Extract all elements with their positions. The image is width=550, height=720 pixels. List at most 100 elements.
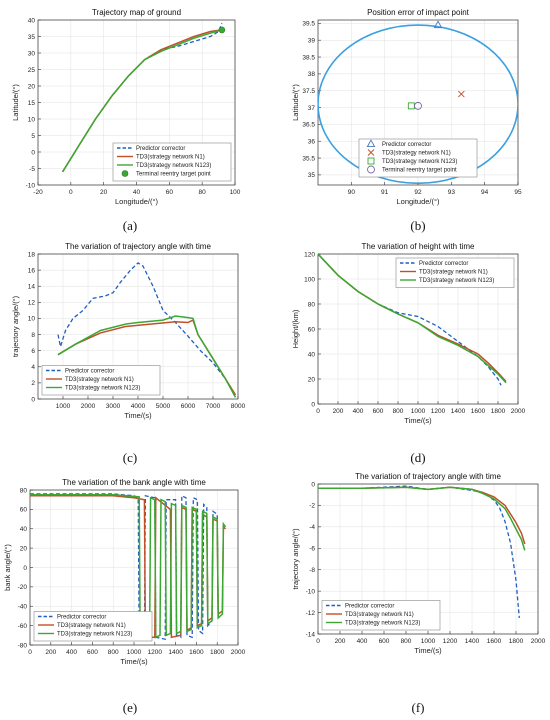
y-tick-label: 36.5: [302, 122, 315, 129]
y-tick-label: 20: [308, 376, 316, 383]
y-tick-label: 60: [308, 326, 316, 333]
chart-title: The variation of trajectory angle with t…: [65, 242, 211, 251]
legend-box: [112, 142, 232, 182]
legend-label-0: Predictor corrector: [136, 146, 185, 152]
x-tick-label: 600: [87, 649, 98, 656]
figure-caption: (d): [410, 450, 425, 465]
y-tick-label: -40: [18, 604, 28, 611]
x-tick-label: -20: [33, 189, 43, 196]
legend-label-3: Terminal reentry target point: [136, 172, 211, 178]
plot-area: [318, 20, 518, 185]
x-tick-label: 7000: [206, 403, 221, 410]
x-tick-label: 1000: [421, 638, 436, 645]
chart-panel-a: -20 0 20 40 60 80 100 -10 -5 0 5 10 15 20 25 30 35 40 Traj…: [11, 8, 241, 233]
legend-label-0: Predictor corrector: [345, 604, 394, 610]
x-tick-label: 8000: [231, 403, 246, 410]
x-tick-label: 1400: [465, 638, 480, 645]
legend-label-2: TD3(strategy network N123): [65, 386, 140, 392]
x-tick-label: 1200: [443, 638, 458, 645]
plot-area: [318, 485, 526, 618]
x-axis-label: Longitude/(°): [115, 197, 159, 206]
series-line-2: [318, 254, 507, 384]
plot-area: [57, 262, 237, 398]
legend: Predictor corrector TD3(strategy network …: [358, 138, 478, 178]
legend-box: [41, 365, 161, 396]
x-tick-label: 400: [66, 649, 77, 656]
legend-label-1: TD3(strategy network N1): [345, 612, 414, 618]
x-tick-label: 5000: [156, 403, 171, 410]
series-line-0: [30, 493, 221, 641]
legend-box: [358, 138, 478, 178]
y-axis-label: Latitude/(°): [291, 84, 300, 121]
data-point-1: [458, 90, 465, 98]
figure-caption: (b): [410, 218, 425, 233]
plot-area: [318, 254, 507, 386]
chart-title: The variation of the bank angle with tim…: [62, 478, 206, 487]
plot-area: [61, 23, 226, 173]
chart-panel-f: 0 200 400 600 800 1000 1200 1400 1600 1800 2000 -14…: [291, 472, 546, 715]
x-tick-label: 0: [316, 638, 320, 645]
legend-label-3: Terminal reentry target point: [382, 168, 457, 174]
y-tick-label: 38: [308, 71, 316, 78]
legend-marker-2: [367, 157, 375, 165]
legend-label-0: Predictor corrector: [419, 261, 468, 267]
x-tick-label: 95: [514, 189, 522, 196]
x-tick-label: 400: [353, 408, 364, 415]
data-point-0: [218, 26, 226, 34]
x-tick-label: 94: [481, 189, 489, 196]
x-tick-label: 2000: [511, 408, 526, 415]
y-tick-label: 14: [28, 284, 36, 291]
x-tick-label: 800: [401, 638, 412, 645]
y-tick-label: 0: [23, 565, 27, 572]
y-tick-label: -20: [18, 584, 28, 591]
x-tick-label: 91: [381, 189, 389, 196]
legend-label-0: Predictor corrector: [382, 142, 431, 148]
x-tick-label: 400: [357, 638, 368, 645]
legend-label-0: Predictor corrector: [57, 615, 106, 621]
y-tick-label: 16: [28, 267, 36, 274]
legend-box: [395, 257, 515, 288]
y-tick-label: 120: [304, 251, 315, 258]
legend-marker-0: [366, 139, 376, 148]
x-tick-label: 40: [133, 189, 141, 196]
y-tick-label: 0: [31, 396, 35, 403]
y-tick-label: 20: [28, 83, 36, 90]
y-tick-label: 18: [28, 251, 36, 258]
y-tick-label: -10: [306, 588, 316, 595]
x-tick-label: 1600: [487, 638, 502, 645]
legend-label-2: TD3(strategy network N123): [136, 163, 211, 169]
legend-label-2: TD3(strategy network N123): [57, 632, 132, 638]
legend-marker-3: [121, 170, 129, 177]
y-tick-label: 60: [20, 507, 28, 514]
y-tick-label: 80: [308, 301, 316, 308]
y-tick-label: 35.5: [302, 155, 315, 162]
x-tick-label: 800: [393, 408, 404, 415]
x-tick-label: 3000: [106, 403, 121, 410]
figure-caption: (e): [123, 700, 137, 715]
x-tick-label: 1600: [471, 408, 486, 415]
y-tick-label: 37.5: [302, 88, 315, 95]
y-tick-label: 10: [28, 116, 36, 123]
chart-title: The variation of trajectory angle with t…: [355, 472, 501, 481]
y-tick-label: 4: [31, 364, 35, 371]
series-line-2: [30, 494, 227, 639]
series-line-2: [57, 315, 237, 398]
series-line-2: [61, 29, 223, 173]
legend-label-1: TD3(strategy network N1): [419, 270, 488, 276]
x-tick-label: 2000: [531, 638, 546, 645]
x-axis-label: Time/(s): [120, 657, 148, 666]
y-tick-label: -14: [306, 631, 316, 638]
y-tick-label: 35: [28, 34, 36, 41]
x-tick-label: 93: [448, 189, 456, 196]
x-tick-label: 6000: [181, 403, 196, 410]
y-tick-label: 36: [308, 139, 316, 146]
chart-panel-e: 0 200 400 600 800 1000 1200 1400 1600 1800 2000-80…: [3, 478, 246, 715]
x-tick-label: 1400: [451, 408, 466, 415]
y-tick-label: 25: [28, 67, 36, 74]
x-tick-label: 92: [414, 189, 422, 196]
y-tick-label: -80: [18, 642, 28, 649]
series-line-0: [57, 262, 237, 396]
figure-caption: (c): [123, 450, 137, 465]
y-tick-label: -4: [309, 524, 315, 531]
